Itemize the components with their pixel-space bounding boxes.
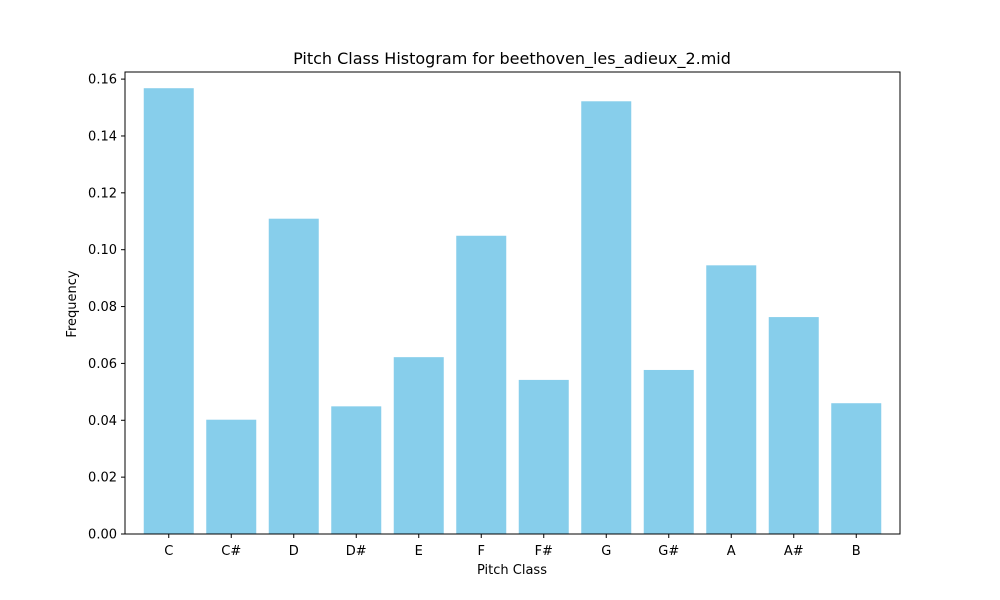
x-tick-label: A# — [784, 544, 804, 559]
bar-d — [268, 218, 319, 535]
bars-group — [143, 88, 882, 535]
y-tick-label: 0.00 — [88, 528, 117, 543]
x-tick-label: G — [601, 544, 611, 559]
y-tick-label: 0.04 — [88, 414, 117, 429]
y-axis-label: Frequency — [65, 270, 80, 337]
y-tick-label: 0.02 — [88, 471, 117, 486]
x-tick-label: C# — [221, 544, 241, 559]
x-axis-ticks: C C# D D# E F F# G G# A A# B — [164, 534, 861, 559]
y-axis-ticks: 0.00 0.02 0.04 0.06 0.08 0.10 0.12 0.14 0.16 — [88, 73, 125, 543]
bar-c — [143, 88, 194, 534]
x-tick-label: F — [478, 544, 485, 559]
y-tick-label: 0.14 — [88, 129, 117, 144]
x-axis-label: Pitch Class — [477, 563, 547, 578]
x-tick-label: E — [415, 544, 423, 559]
y-tick-label: 0.06 — [88, 357, 117, 372]
bar-b — [831, 403, 882, 534]
y-tick-label: 0.16 — [88, 73, 117, 88]
bar-f-sharp — [518, 379, 569, 534]
y-tick-label: 0.08 — [88, 300, 117, 315]
plot-frame — [124, 71, 901, 535]
x-tick-label: A — [727, 544, 736, 559]
bar-d-sharp — [331, 406, 382, 534]
y-tick-label: 0.10 — [88, 243, 117, 258]
x-tick-label: D — [289, 544, 299, 559]
x-tick-label: D# — [346, 544, 367, 559]
y-tick-label: 0.12 — [88, 186, 117, 201]
bar-a — [706, 265, 757, 534]
bar-c-sharp — [206, 419, 257, 534]
bar-g — [581, 101, 632, 534]
chart-title: Pitch Class Histogram for beethoven_les_… — [293, 49, 731, 69]
x-tick-label: B — [852, 544, 861, 559]
bar-e — [393, 357, 444, 534]
bar-g-sharp — [643, 369, 694, 534]
x-tick-label: F# — [535, 544, 553, 559]
x-tick-label: C — [164, 544, 173, 559]
bar-a-sharp — [768, 317, 819, 534]
x-tick-label: G# — [658, 544, 679, 559]
bar-f — [456, 235, 507, 534]
